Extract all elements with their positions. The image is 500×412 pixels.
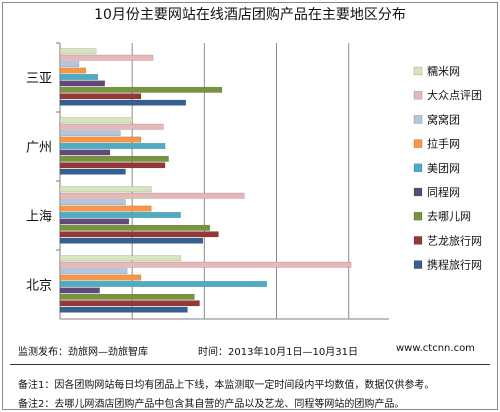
bar <box>59 199 126 206</box>
category-label: 三亚 <box>26 72 52 87</box>
legend-label: 大众点评团 <box>427 88 482 102</box>
legend-swatch <box>413 187 423 197</box>
bar <box>59 300 200 307</box>
legend-swatch <box>413 260 423 269</box>
bar <box>59 237 204 244</box>
bar <box>59 274 142 281</box>
category-label: 北京 <box>26 279 52 294</box>
period-text: 时间：2013年10月1日—10月31日 <box>198 347 358 358</box>
note-2: 备注2：去哪儿网酒店团购产品中包含其自营的产品以及艺龙、同程等网站的团购产品。 <box>18 399 405 410</box>
bar <box>59 61 80 68</box>
legend-label: 美团网 <box>427 162 460 175</box>
bar <box>59 261 352 268</box>
bar <box>59 93 142 100</box>
site-url: www.ctcnn.com <box>396 343 475 354</box>
bar <box>59 130 121 137</box>
bar <box>59 80 106 87</box>
bar <box>59 143 166 149</box>
legend-swatch <box>413 90 423 100</box>
bar <box>59 224 211 231</box>
bar <box>59 67 87 74</box>
bar <box>59 212 181 218</box>
legend-label: 拉手网 <box>427 137 460 151</box>
bar <box>59 218 130 225</box>
bar <box>59 268 128 275</box>
legend-label: 携程旅行网 <box>427 258 482 272</box>
category-label: 广州 <box>26 141 52 156</box>
legend-label: 糯米网 <box>427 64 460 78</box>
legend-swatch <box>413 163 423 173</box>
footer-divider <box>10 364 490 365</box>
bar <box>59 293 195 300</box>
legend-label: 同程网 <box>427 186 460 199</box>
bar <box>59 117 133 124</box>
legend-swatch <box>413 139 423 148</box>
source-text: 监测发布：劲旅网—劲旅智库 <box>18 347 148 358</box>
legend-swatch <box>413 115 423 124</box>
bar <box>59 287 100 294</box>
legend-label: 艺龙旅行网 <box>427 233 482 247</box>
bar <box>59 48 97 55</box>
bar <box>59 74 99 80</box>
chart-title: 10月份主要网站在线酒店团购产品在主要地区分布 <box>94 7 406 23</box>
bar <box>59 99 186 106</box>
bar <box>59 231 219 238</box>
bar <box>59 168 126 175</box>
bar <box>59 149 111 156</box>
bar <box>59 255 181 262</box>
bar <box>59 123 164 130</box>
bar <box>59 205 152 212</box>
bar <box>59 136 142 143</box>
bar <box>59 54 154 61</box>
bar <box>59 192 245 199</box>
legend-swatch <box>413 211 423 221</box>
bar <box>59 186 152 193</box>
bar <box>59 281 267 287</box>
note-1: 备注1：因各团购网站每日均有团品上下线，本监测取一定时间段内平均数值，数据仅供参… <box>18 380 435 391</box>
legend-swatch <box>413 66 423 76</box>
bar <box>59 162 166 169</box>
bar <box>59 155 169 162</box>
bar <box>59 306 188 313</box>
bar <box>59 86 223 93</box>
legend-label: 去哪儿网 <box>427 210 471 223</box>
legend-swatch <box>413 236 423 245</box>
legend-label: 窝窝团 <box>427 112 460 126</box>
category-label: 上海 <box>26 210 52 225</box>
